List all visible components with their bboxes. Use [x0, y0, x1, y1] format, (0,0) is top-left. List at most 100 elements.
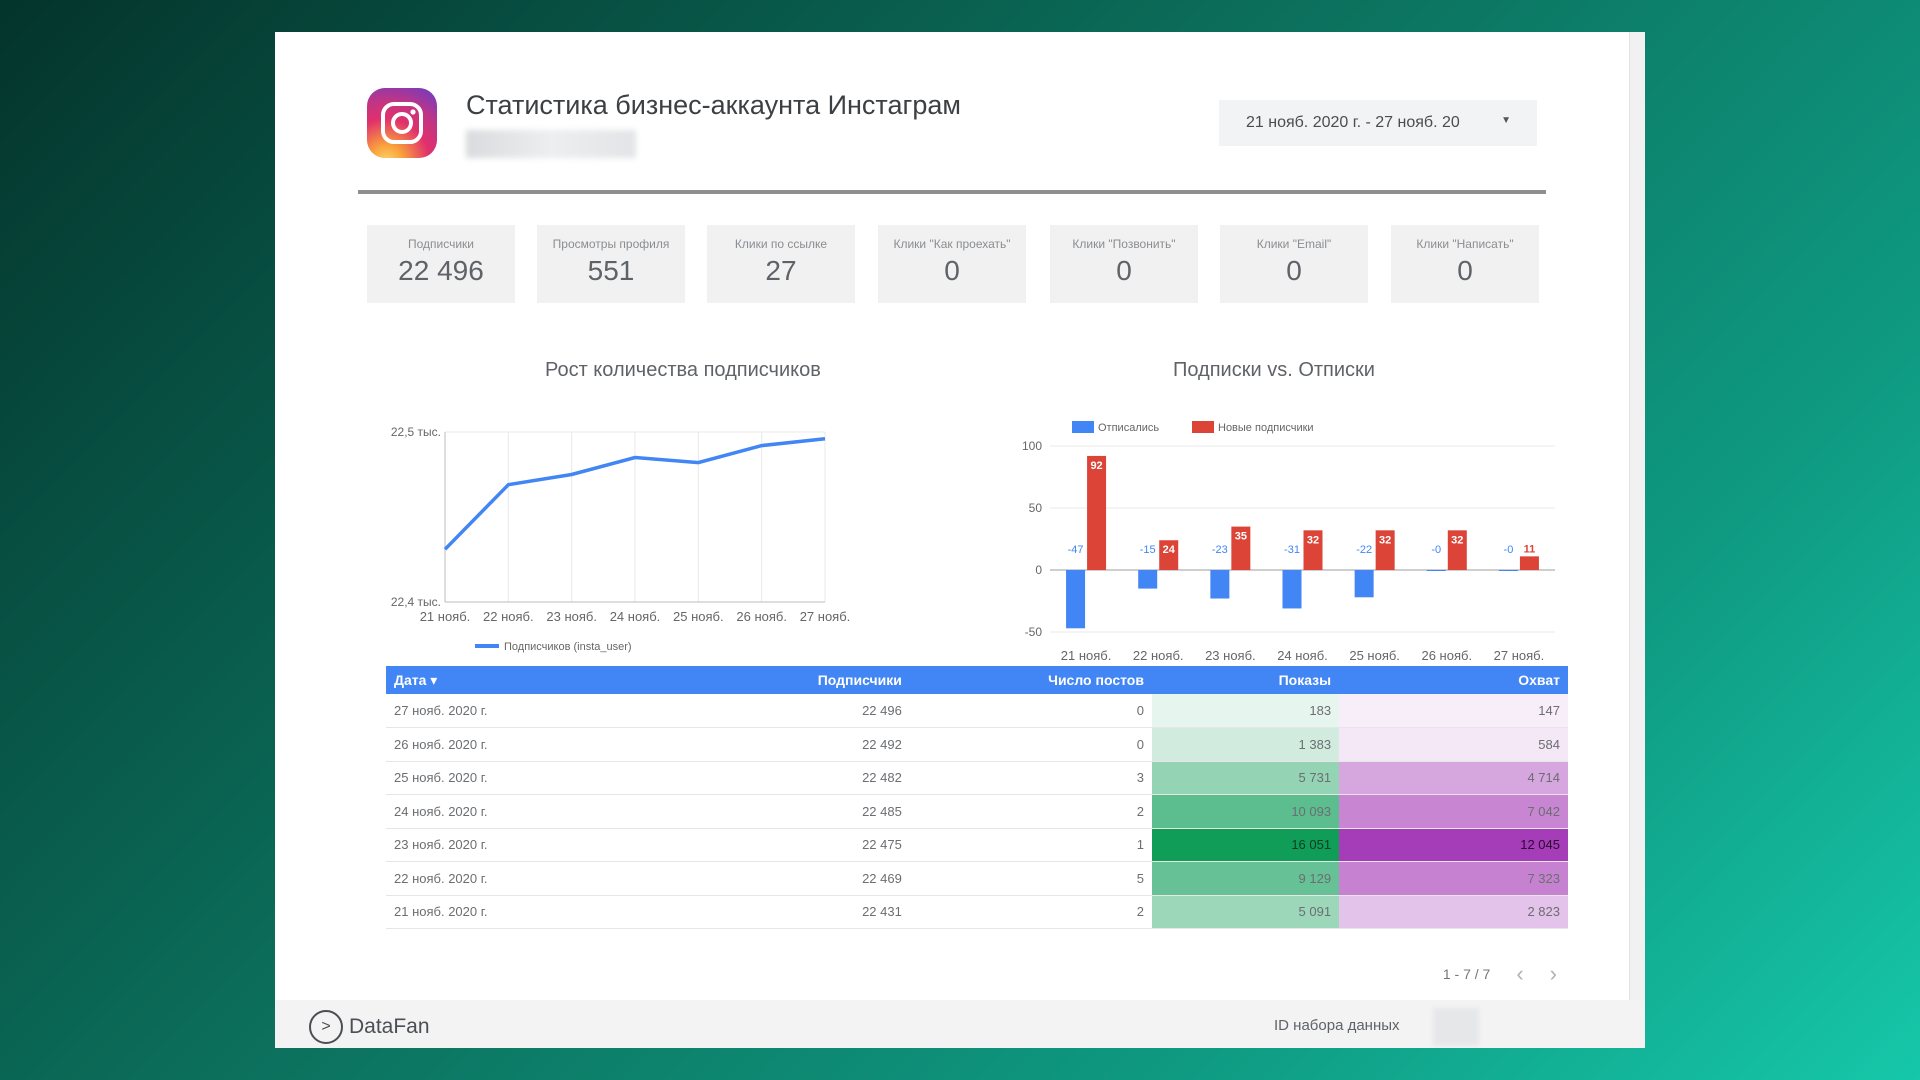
y-tick-label: 22,4 тыс. [391, 595, 441, 609]
cell-reach: 7 042 [1339, 794, 1568, 829]
unsubscribed-data-label: -47 [1068, 544, 1084, 556]
cell-impressions: 5 091 [1151, 895, 1340, 929]
unsubscribed-bar [1426, 570, 1446, 571]
legend-swatch-new-subscribers [1192, 421, 1214, 433]
y-tick-label: 100 [1022, 439, 1042, 453]
unsubscribed-data-label: -0 [1504, 544, 1514, 556]
kpi-label: Клики "Написать" [1416, 237, 1514, 251]
cell-posts: 3 [909, 761, 1152, 795]
x-tick-label: 22 нояб. [1133, 648, 1184, 663]
cell-impressions: 9 129 [1151, 861, 1340, 896]
bar-chart-title: Подписки vs. Отписки [1173, 359, 1375, 381]
cell-impressions: 10 093 [1151, 794, 1340, 829]
kpi-label: Клики "Email" [1256, 237, 1332, 251]
kpi-card: Подписчики 22 496 [367, 225, 515, 303]
cell-impressions: 1 383 [1151, 727, 1340, 762]
kpi-value: 0 [1286, 255, 1302, 286]
cell-posts: 2 [909, 895, 1152, 929]
cell-impressions: 183 [1151, 694, 1340, 728]
cell-reach: 4 714 [1339, 761, 1568, 795]
subscribers-line-chart: 22,5 тыс. 22,4 тыс.21 нояб. 22 нояб. 23 ноя… [391, 425, 850, 653]
x-tick-label: 24 нояб. [1277, 648, 1328, 663]
kpi-value: 0 [1116, 255, 1132, 286]
new-subscribers-data-label: 92 [1090, 460, 1102, 472]
column-header-impressions[interactable]: Показы [1151, 666, 1340, 694]
cell-date: 25 нояб. 2020 г. [386, 761, 651, 795]
report-footer: > DataFan ID набора данных [275, 1000, 1645, 1048]
table-row[interactable]: 22 нояб. 2020 г. 22 469 5 9 129 7 323 [386, 861, 1568, 896]
column-header-date[interactable]: Дата ▾ [386, 666, 651, 694]
date-range-dropdown[interactable]: 21 нояб. 2020 г. - 27 нояб. 20 ▼ [1219, 100, 1537, 146]
unsubscribed-bar [1282, 570, 1302, 609]
report-card: Статистика бизнес-аккаунта Инстаграм 21 … [275, 32, 1645, 1048]
legend-label: Подписчиков (insta_user) [504, 641, 632, 653]
unsubscribed-data-label: -22 [1356, 544, 1372, 556]
legend-label-new-subscribers: Новые подписчики [1218, 422, 1314, 434]
pagination-range: 1 - 7 / 7 [1442, 966, 1491, 982]
next-page-icon[interactable]: › [1549, 961, 1557, 986]
column-header-subscribers[interactable]: Подписчики [650, 666, 910, 694]
legend-label-unsubscribed: Отписались [1098, 422, 1159, 434]
datafan-logo-icon: > [309, 1010, 343, 1044]
cell-date: 24 нояб. 2020 г. [386, 794, 651, 829]
header-divider [358, 190, 1546, 194]
cell-subscribers: 22 492 [650, 727, 910, 762]
table-row[interactable]: 23 нояб. 2020 г. 22 475 1 16 051 12 045 [386, 828, 1568, 862]
y-tick-label: 50 [1029, 501, 1043, 515]
cell-posts: 5 [909, 861, 1152, 896]
cell-reach: 2 823 [1339, 895, 1568, 929]
account-name-blurred [466, 130, 636, 158]
vertical-scrollbar[interactable] [1629, 32, 1645, 1000]
kpi-label: Клики по ссылке [734, 237, 828, 251]
cell-date: 22 нояб. 2020 г. [386, 861, 651, 896]
cell-posts: 0 [909, 694, 1152, 728]
column-header-posts[interactable]: Число постов [909, 666, 1152, 694]
kpi-card: Клики по ссылке 27 [707, 225, 855, 303]
series-line [443, 437, 826, 551]
subs-vs-unsubs-bar-chart: 100 50 0 -50 -47 92 21 нояб. -15 24 22 нояб. -23 35… [1022, 421, 1555, 663]
unsubscribed-data-label: -15 [1140, 544, 1156, 556]
cell-subscribers: 22 482 [650, 761, 910, 795]
kpi-card: Клики "Позвонить" 0 [1050, 225, 1198, 303]
unsubscribed-bar [1138, 570, 1158, 589]
unsubscribed-data-label: -23 [1212, 544, 1228, 556]
table-row[interactable]: 21 нояб. 2020 г. 22 431 2 5 091 2 823 [386, 895, 1568, 929]
unsubscribed-bar [1210, 570, 1230, 599]
x-tick-label: 21 нояб. [420, 609, 471, 624]
table-header-row: Дата ▾ Подписчики Число постов Показы Ох… [386, 666, 1568, 694]
cell-date: 21 нояб. 2020 г. [386, 895, 651, 929]
cell-posts: 0 [909, 727, 1152, 762]
new-subscribers-data-label: 35 [1235, 531, 1247, 543]
new-subscribers-bar [1519, 556, 1539, 570]
column-header-reach[interactable]: Охват [1339, 666, 1568, 694]
brand-name: DataFan [349, 1015, 430, 1038]
table-row[interactable]: 26 нояб. 2020 г. 22 492 0 1 383 584 [386, 727, 1568, 762]
new-subscribers-bar [1159, 540, 1179, 570]
cell-reach: 147 [1339, 694, 1568, 728]
cell-reach: 12 045 [1339, 828, 1568, 862]
new-subscribers-data-label: 32 [1451, 534, 1463, 546]
table-row[interactable]: 27 нояб. 2020 г. 22 496 0 183 147 [386, 694, 1568, 728]
kpi-value: 0 [944, 255, 960, 286]
unsubscribed-bar [1354, 570, 1374, 598]
line-chart-title: Рост количества подписчиков [545, 359, 821, 381]
kpi-label: Просмотры профиля [552, 237, 670, 251]
cell-impressions: 5 731 [1151, 761, 1340, 795]
page-title: Статистика бизнес-аккаунта Инстаграм [466, 90, 961, 120]
kpi-label: Клики "Как проехать" [893, 237, 1011, 251]
kpi-card: Клики "Как проехать" 0 [878, 225, 1026, 303]
cell-subscribers: 22 475 [650, 828, 910, 862]
unsubscribed-data-label: -31 [1284, 544, 1300, 556]
table-row[interactable]: 24 нояб. 2020 г. 22 485 2 10 093 7 042 [386, 794, 1568, 829]
kpi-label: Подписчики [407, 237, 474, 251]
kpi-value: 551 [587, 255, 635, 286]
kpi-value: 22 496 [398, 255, 484, 286]
dataset-id-blurred [1433, 1008, 1479, 1046]
prev-page-icon[interactable]: ‹ [1516, 961, 1524, 986]
cell-date: 26 нояб. 2020 г. [386, 727, 651, 762]
y-tick-label: -50 [1025, 625, 1043, 639]
table-row[interactable]: 25 нояб. 2020 г. 22 482 3 5 731 4 714 [386, 761, 1568, 795]
chevron-down-icon: ▼ [1501, 115, 1511, 126]
y-tick-label: 0 [1035, 563, 1042, 577]
cell-subscribers: 22 496 [650, 694, 910, 728]
